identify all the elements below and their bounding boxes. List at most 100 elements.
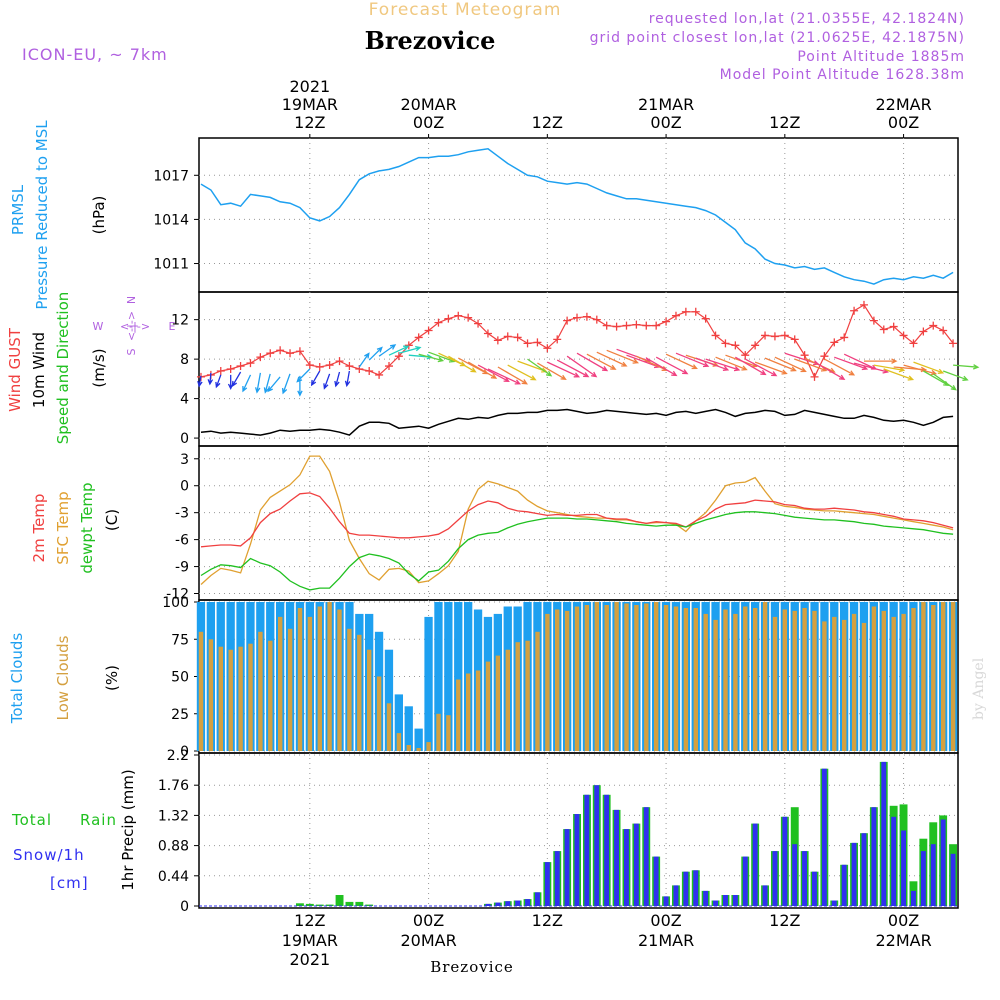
low-cloud-bar — [743, 606, 748, 751]
wind-arrow — [873, 364, 906, 373]
gust-marker — [375, 370, 384, 379]
low-cloud-bar — [654, 602, 659, 751]
gust-marker — [365, 366, 374, 375]
top-hour-label: 12Z — [769, 113, 800, 132]
snow-label: Snow/1h — [13, 846, 85, 864]
snow-bar — [742, 856, 748, 906]
wind-arrow — [834, 356, 869, 371]
low-cloud-bar — [297, 608, 303, 751]
top-date-label: 22MAR — [875, 95, 931, 114]
gust-marker — [503, 332, 512, 341]
wind-arrow — [754, 361, 788, 375]
wind-arrow — [932, 373, 957, 391]
panel-frame — [198, 137, 959, 293]
compass-we: <-|-> — [120, 320, 150, 333]
gust-marker — [741, 351, 750, 360]
low-cloud-bar — [624, 603, 629, 751]
wind-arrow — [824, 358, 856, 376]
prmsl-unit-label: (hPa) — [90, 196, 108, 235]
low-clouds-label: Low Clouds — [54, 635, 72, 720]
gust-marker — [889, 322, 898, 331]
low-cloud-bar — [891, 616, 896, 751]
y-tick-label: -12 — [166, 587, 189, 603]
wind-arrow — [207, 372, 214, 386]
low-cloud-bar — [555, 609, 560, 751]
low-cloud-bar — [792, 610, 797, 751]
snow-bar — [703, 890, 709, 906]
low-cloud-bar — [386, 703, 392, 751]
snow-bar — [920, 851, 926, 906]
snow-bar — [693, 870, 699, 906]
snow-bar — [851, 842, 857, 906]
low-cloud-bar — [921, 602, 926, 751]
gust-marker — [850, 306, 859, 315]
low-cloud-bar — [871, 606, 877, 751]
gust-marker — [246, 359, 255, 368]
y-tick-label: 1011 — [153, 257, 189, 273]
low-cloud-bar — [772, 616, 778, 751]
low-cloud-bar — [337, 609, 342, 751]
gust-marker — [345, 362, 354, 371]
snow-bar — [554, 851, 560, 906]
snow-bar — [713, 900, 718, 906]
bottom-hour-label: 00Z — [413, 911, 444, 930]
wind-arrow — [883, 368, 915, 381]
gust-marker — [454, 311, 463, 320]
wind-arrow — [953, 364, 980, 370]
snow-bar — [614, 809, 619, 906]
gust-marker — [939, 326, 948, 335]
gust-marker — [335, 357, 344, 366]
bottom-date-label: 22MAR — [875, 931, 931, 950]
snow-bar — [683, 871, 689, 906]
snow-bar — [505, 901, 511, 906]
model-label: ICON-EU, ~ 7km — [22, 45, 168, 64]
location-title: Brezovice — [365, 26, 496, 55]
y-tick-label: 12 — [171, 313, 189, 329]
total-clouds-label: Total Clouds — [8, 633, 26, 725]
gust-marker — [751, 341, 760, 350]
gust-marker — [701, 314, 710, 323]
y-tick-label: 0 — [180, 899, 189, 915]
low-cloud-bar — [505, 649, 510, 751]
gust-marker — [810, 372, 819, 381]
wind-arrow — [853, 362, 889, 374]
gust-marker — [493, 336, 502, 345]
gust-marker — [216, 366, 225, 375]
gust-marker — [325, 361, 334, 370]
wind-arrow — [296, 368, 311, 383]
y-tick-label: -9 — [175, 560, 189, 576]
rain-bar — [335, 895, 344, 906]
low-cloud-bar — [347, 628, 352, 751]
snow-bar — [723, 895, 728, 906]
gust-marker — [404, 341, 413, 350]
gust-marker — [523, 339, 532, 348]
snow-bar — [881, 761, 887, 906]
credit-label: by Angel — [971, 657, 987, 720]
gust-marker — [256, 353, 265, 362]
compass-s: S — [125, 348, 138, 355]
low-cloud-bar — [644, 603, 649, 751]
snow-bar — [574, 814, 580, 906]
snow-bar — [485, 903, 491, 906]
low-cloud-bar — [317, 606, 322, 751]
low-cloud-bar — [861, 622, 867, 751]
rain-bar — [325, 904, 334, 906]
snow-bar — [643, 807, 649, 906]
low-cloud-bar — [673, 606, 679, 751]
gust-marker — [761, 331, 770, 340]
wind-arrow — [388, 345, 410, 356]
snow-bar — [930, 844, 936, 906]
low-cloud-bar — [594, 602, 599, 751]
low-cloud-bar — [426, 742, 431, 751]
wind-arrow — [576, 352, 609, 372]
plots — [196, 148, 980, 907]
snow-bar — [564, 829, 570, 906]
compass-w: W — [93, 320, 104, 333]
wind-arrow — [764, 357, 797, 372]
low-cloud-bar — [584, 605, 590, 751]
top-hour-label: 12Z — [294, 113, 325, 132]
low-cloud-bar — [416, 748, 421, 751]
wind-arrow — [418, 353, 445, 363]
gust-marker — [543, 344, 552, 353]
